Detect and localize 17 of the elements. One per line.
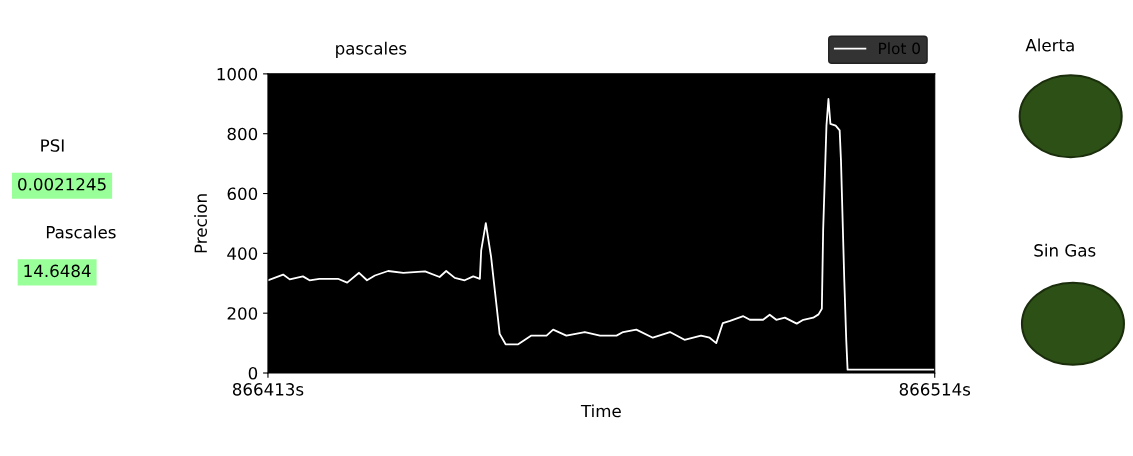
chart-title: pascales bbox=[336, 41, 407, 58]
y-tick-label: 200 bbox=[227, 307, 258, 320]
y-tick-label: 400 bbox=[227, 247, 258, 260]
text: 14.6484 bbox=[24, 264, 91, 278]
y-tick-label: 600 bbox=[227, 187, 258, 201]
text: Alerta bbox=[1025, 38, 1074, 52]
y-tick-label: 1000 bbox=[217, 67, 258, 81]
text: PSI bbox=[41, 139, 64, 152]
x-tick-label: 866514s bbox=[899, 383, 971, 396]
y-tick-label: 0 bbox=[248, 366, 258, 380]
text: Sin Gas bbox=[1034, 243, 1096, 257]
x-axis-title: Time bbox=[580, 404, 621, 418]
y-axis-title: Precion bbox=[194, 194, 208, 253]
x-tick-label: 866413s bbox=[232, 383, 304, 396]
text: 0.0021245 bbox=[18, 177, 106, 191]
y-tick-label: 800 bbox=[227, 127, 258, 141]
text: Pascales bbox=[46, 225, 116, 239]
